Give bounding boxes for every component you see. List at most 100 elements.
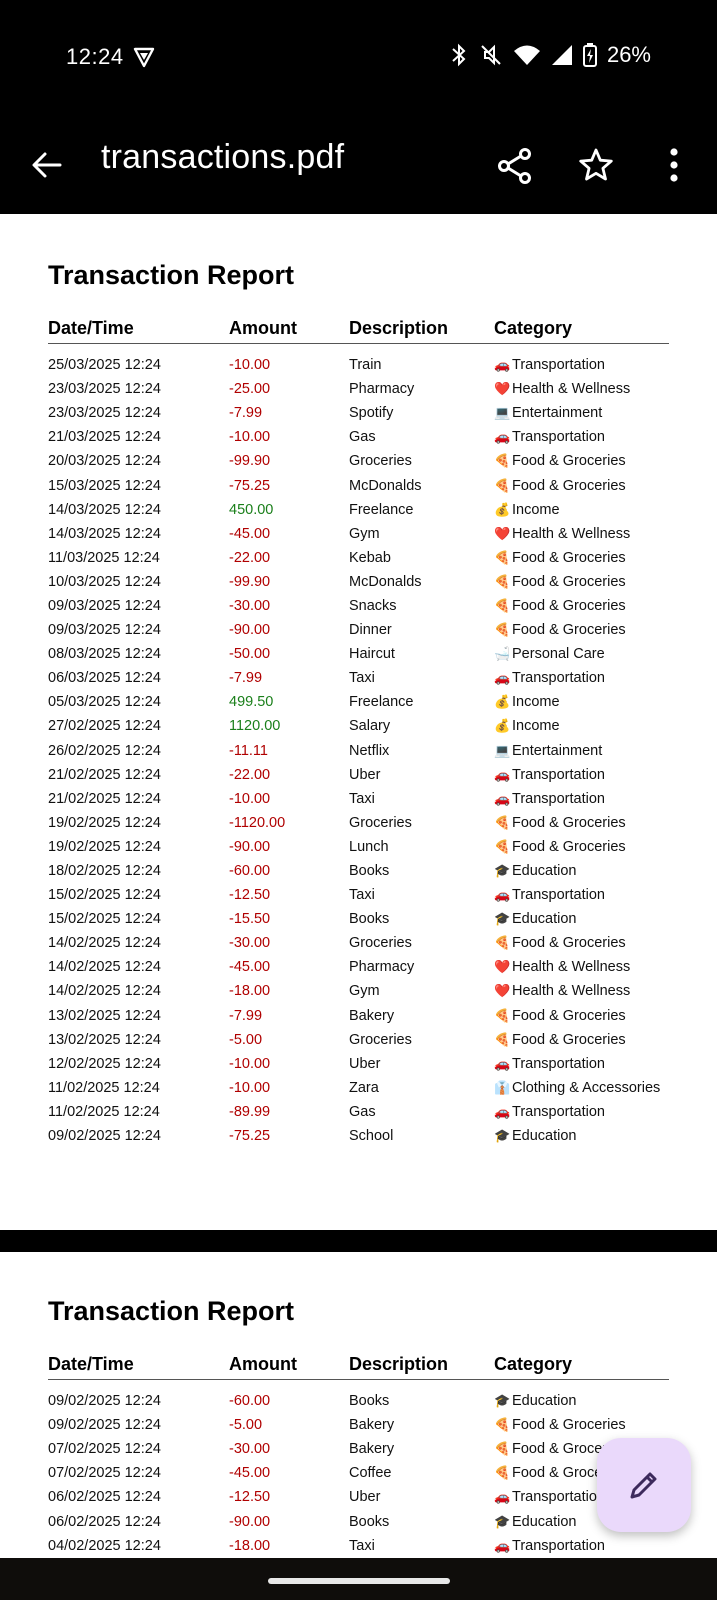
cell-date: 09/02/2025 12:24 bbox=[48, 1128, 161, 1145]
table-row: 13/02/2025 12:24 -7.99 Bakery 🍕 Food & Groce… bbox=[48, 1004, 669, 1028]
cell-category: ❤️ Health & Wellness bbox=[494, 381, 669, 397]
category-icon: 🎓 bbox=[494, 1513, 511, 1529]
category-label: Personal Care bbox=[512, 646, 605, 663]
category-icon: 🚗 bbox=[494, 766, 511, 782]
table-row: 27/02/2025 12:24 1120.00 Salary 💰 Income bbox=[48, 714, 669, 738]
table-header: Date/Time Amount Description Category bbox=[48, 318, 669, 344]
cell-description: Pharmacy bbox=[349, 381, 415, 398]
table-row: 09/02/2025 12:24 -75.25 School 🎓 Education bbox=[48, 1124, 669, 1148]
cell-description: Zara bbox=[349, 1079, 379, 1096]
cell-amount: -10.00 bbox=[229, 790, 271, 807]
cell-category: ❤️ Health & Wellness bbox=[494, 959, 669, 975]
category-label: Food & Groceries bbox=[512, 814, 626, 831]
transactions-table: Date/Time Amount Description Category 09… bbox=[48, 1354, 669, 1558]
mute-icon bbox=[481, 44, 501, 66]
cell-date: 15/02/2025 12:24 bbox=[48, 887, 161, 904]
header-date: Date/Time bbox=[48, 1354, 134, 1374]
battery-percent: 26% bbox=[606, 42, 651, 67]
cell-description: Gym bbox=[349, 525, 380, 542]
cell-category: 🍕 Food & Groceries bbox=[494, 1441, 669, 1457]
category-icon: 🚗 bbox=[494, 1103, 511, 1119]
cell-category: 🎓 Education bbox=[494, 1128, 669, 1144]
cell-category: 🍕 Food & Groceries bbox=[494, 478, 669, 494]
header-category: Category bbox=[494, 1354, 573, 1374]
cell-description: Train bbox=[349, 357, 382, 374]
cell-amount: -99.90 bbox=[229, 453, 271, 470]
cell-description: Taxi bbox=[349, 790, 375, 807]
category-label: Transportation bbox=[512, 1537, 605, 1554]
category-icon: 💰 bbox=[494, 501, 511, 517]
table-row: 19/02/2025 12:24 -90.00 Lunch 🍕 Food & Groce… bbox=[48, 835, 669, 859]
cell-date: 15/03/2025 12:24 bbox=[48, 477, 161, 494]
cell-description: Groceries bbox=[349, 453, 412, 470]
more-options-icon[interactable] bbox=[662, 146, 686, 184]
cell-amount: -90.00 bbox=[229, 838, 271, 855]
cell-category: 🚗 Transportation bbox=[494, 357, 669, 373]
category-icon: 🍕 bbox=[494, 935, 511, 951]
cell-date: 14/03/2025 12:24 bbox=[48, 501, 161, 518]
cell-description: Books bbox=[349, 863, 390, 880]
cell-date: 26/02/2025 12:24 bbox=[48, 742, 161, 759]
cell-description: Uber bbox=[349, 766, 381, 783]
cell-amount: -45.00 bbox=[229, 525, 271, 542]
table-row: 19/02/2025 12:24 -1120.00 Groceries 🍕 Food &… bbox=[48, 811, 669, 835]
cell-amount: -10.00 bbox=[229, 1055, 271, 1072]
cell-description: Uber bbox=[349, 1489, 381, 1506]
table-body: 25/03/2025 12:24 -10.00 Train 🚗 Transportati… bbox=[48, 344, 669, 1148]
cell-description: McDonalds bbox=[349, 573, 422, 590]
table-row: 21/03/2025 12:24 -10.00 Gas 🚗 Transportation bbox=[48, 425, 669, 449]
cell-category: 🚗 Transportation bbox=[494, 1104, 669, 1120]
cell-category: 🍕 Food & Groceries bbox=[494, 1417, 669, 1433]
back-arrow-icon[interactable] bbox=[30, 148, 64, 182]
edit-fab-button[interactable] bbox=[597, 1438, 691, 1532]
cell-description: Lunch bbox=[349, 838, 389, 855]
header-description: Description bbox=[349, 318, 449, 338]
cell-date: 09/03/2025 12:24 bbox=[48, 597, 161, 614]
cell-amount: -60.00 bbox=[229, 1393, 271, 1410]
category-label: Clothing & Accessories bbox=[512, 1079, 661, 1096]
category-icon: 🚗 bbox=[494, 1537, 511, 1553]
cell-amount: -10.00 bbox=[229, 429, 271, 446]
table-row: 06/03/2025 12:24 -7.99 Taxi 🚗 Transportation bbox=[48, 666, 669, 690]
cell-date: 19/02/2025 12:24 bbox=[48, 838, 161, 855]
cell-amount: -7.99 bbox=[229, 670, 263, 687]
cell-amount: -90.00 bbox=[229, 622, 271, 639]
category-icon: ❤️ bbox=[494, 525, 511, 541]
cell-category: 👔 Clothing & Accessories bbox=[494, 1080, 669, 1096]
cell-date: 06/02/2025 12:24 bbox=[48, 1513, 161, 1530]
category-icon: 🍕 bbox=[494, 814, 511, 830]
home-gesture-handle[interactable] bbox=[268, 1578, 450, 1584]
cell-description: Gas bbox=[349, 429, 376, 446]
star-icon[interactable] bbox=[578, 147, 614, 183]
category-icon: 🍕 bbox=[494, 453, 511, 469]
category-label: Health & Wellness bbox=[512, 525, 631, 542]
cell-amount: -5.00 bbox=[229, 1417, 263, 1434]
cell-amount: 499.50 bbox=[229, 694, 274, 711]
category-label: Food & Groceries bbox=[512, 1031, 626, 1048]
cell-amount: -50.00 bbox=[229, 646, 271, 663]
cell-amount: -99.90 bbox=[229, 573, 271, 590]
category-icon: 🍕 bbox=[494, 1007, 511, 1023]
cell-amount: -12.50 bbox=[229, 887, 271, 904]
table-row: 13/02/2025 12:24 -5.00 Groceries 🍕 Food & Gr… bbox=[48, 1028, 669, 1052]
table-row: 05/03/2025 12:24 499.50 Freelance 💰 Income bbox=[48, 690, 669, 714]
table-row: 06/02/2025 12:24 -12.50 Uber 🚗 Transportatio… bbox=[48, 1485, 669, 1509]
cell-category: 🎓 Education bbox=[494, 1393, 669, 1409]
cell-date: 25/03/2025 12:24 bbox=[48, 357, 161, 374]
category-icon: 🍕 bbox=[494, 573, 511, 589]
cell-date: 23/03/2025 12:24 bbox=[48, 381, 161, 398]
category-label: Education bbox=[512, 863, 577, 880]
category-icon: 🚗 bbox=[494, 1055, 511, 1071]
category-icon: 👔 bbox=[494, 1079, 511, 1095]
share-icon[interactable] bbox=[497, 148, 533, 184]
table-row: 14/02/2025 12:24 -18.00 Gym ❤️ Health & Well… bbox=[48, 979, 669, 1003]
table-row: 07/02/2025 12:24 -45.00 Coffee 🍕 Food & Groc… bbox=[48, 1461, 669, 1485]
cell-category: 🎓 Education bbox=[494, 863, 669, 879]
cell-date: 19/02/2025 12:24 bbox=[48, 814, 161, 831]
cell-description: Netflix bbox=[349, 742, 390, 759]
category-icon: 🛁 bbox=[494, 646, 511, 662]
header-category: Category bbox=[494, 318, 573, 338]
cell-description: Gas bbox=[349, 1103, 376, 1120]
table-row: 12/02/2025 12:24 -10.00 Uber 🚗 Transportatio… bbox=[48, 1052, 669, 1076]
category-label: Food & Groceries bbox=[512, 573, 626, 590]
